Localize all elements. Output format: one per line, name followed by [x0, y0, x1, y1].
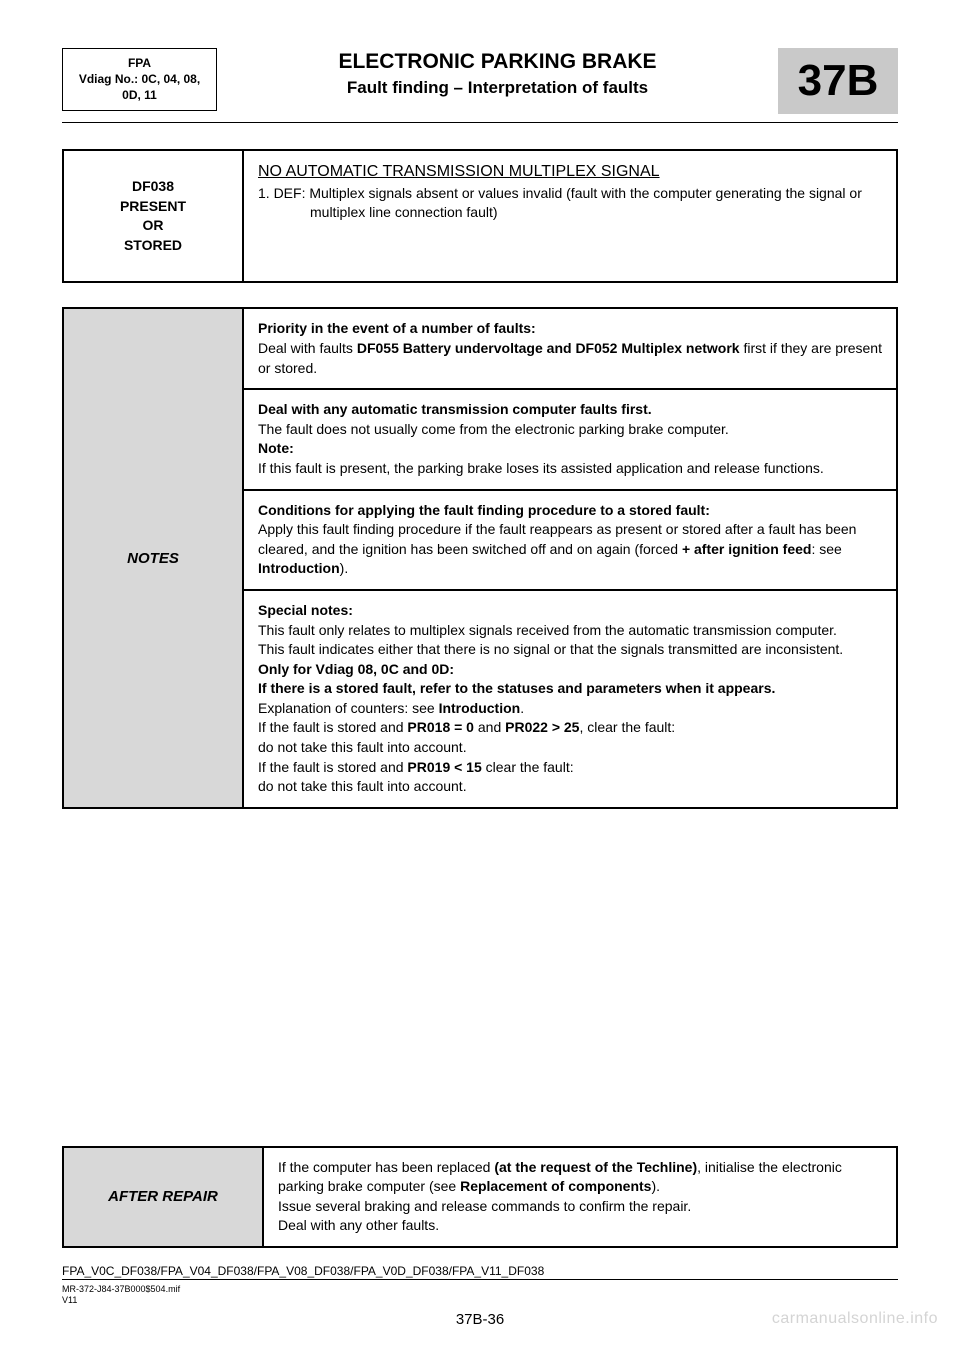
note-text: and	[474, 719, 505, 735]
page-subtitle: Fault finding – Interpretation of faults	[227, 78, 768, 98]
note-bold: Special notes:	[258, 602, 353, 618]
note-text: If the fault is stored and	[258, 719, 407, 735]
note-text: .	[520, 700, 524, 716]
footer-ref-2: V11	[62, 1295, 898, 1306]
footer-ref-1: MR-372-J84-37B000$504.mif	[62, 1284, 898, 1295]
note-text: The fault does not usually come from the…	[258, 421, 729, 437]
watermark: carmanualsonline.info	[772, 1310, 938, 1328]
after-repair-text: If the computer has been replaced (at th…	[263, 1147, 897, 1247]
header-row: FPA Vdiag No.: 0C, 04, 08, 0D, 11 ELECTR…	[62, 48, 898, 114]
header-divider	[62, 122, 898, 123]
after-bold: (at the request of the Techline)	[494, 1159, 697, 1175]
note-text: , clear the fault:	[579, 719, 675, 735]
fault-state-2: OR	[72, 216, 234, 236]
note-bold: Only for Vdiag 08, 0C and 0D:	[258, 661, 454, 677]
note-bold: PR022 > 25	[505, 719, 579, 735]
note-text: This fault indicates either that there i…	[258, 641, 843, 657]
note-bold: Conditions for applying the fault findin…	[258, 502, 710, 518]
note-text: : see	[811, 541, 841, 557]
fault-code-cell: DF038 PRESENT OR STORED	[63, 150, 243, 282]
fault-definition-table: DF038 PRESENT OR STORED NO AUTOMATIC TRA…	[62, 149, 898, 283]
note-text: do not take this fault into account.	[258, 778, 467, 794]
note-text: ).	[340, 560, 349, 576]
note-text: clear the fault:	[482, 759, 574, 775]
fault-title: NO AUTOMATIC TRANSMISSION MULTIPLEX SIGN…	[258, 163, 882, 181]
note-text: If the fault is stored and	[258, 759, 407, 775]
note-bold: Deal with any automatic transmission com…	[258, 401, 652, 417]
notes-table: NOTES Priority in the event of a number …	[62, 307, 898, 808]
meta-line-2: Vdiag No.: 0C, 04, 08,	[71, 71, 208, 87]
notes-row-deal: Deal with any automatic transmission com…	[243, 389, 897, 489]
title-block: ELECTRONIC PARKING BRAKE Fault finding –…	[227, 48, 768, 98]
note-text: If this fault is present, the parking br…	[258, 460, 824, 476]
note-bold: PR018 = 0	[407, 719, 474, 735]
notes-label-cell: NOTES	[63, 308, 243, 807]
note-bold: If there is a stored fault, refer to the…	[258, 680, 775, 696]
notes-row-priority: Priority in the event of a number of fau…	[243, 308, 897, 389]
fault-state-1: PRESENT	[72, 197, 234, 217]
note-bold: PR019 < 15	[407, 759, 481, 775]
page-title: ELECTRONIC PARKING BRAKE	[227, 50, 768, 74]
meta-line-1: FPA	[71, 55, 208, 71]
after-text: Issue several braking and release comman…	[278, 1198, 691, 1214]
after-text: If the computer has been replaced	[278, 1159, 494, 1175]
fault-state-3: STORED	[72, 236, 234, 256]
note-bold: Introduction	[258, 560, 340, 576]
after-text: Deal with any other faults.	[278, 1217, 439, 1233]
page: FPA Vdiag No.: 0C, 04, 08, 0D, 11 ELECTR…	[0, 0, 960, 1358]
fault-definition: 1. DEF: Multiplex signals absent or valu…	[258, 184, 882, 222]
after-text: ).	[651, 1178, 660, 1194]
note-bold: DF055 Battery undervoltage and DF052 Mul…	[357, 340, 740, 356]
fault-code: DF038	[72, 177, 234, 197]
note-text: This fault only relates to multiplex sig…	[258, 622, 837, 638]
note-text: Explanation of counters: see	[258, 700, 439, 716]
footer: FPA_V0C_DF038/FPA_V04_DF038/FPA_V08_DF03…	[62, 1264, 898, 1306]
fault-description-cell: NO AUTOMATIC TRANSMISSION MULTIPLEX SIGN…	[243, 150, 897, 282]
notes-row-special: Special notes: This fault only relates t…	[243, 590, 897, 808]
meta-line-3: 0D, 11	[71, 87, 208, 103]
after-repair-table: AFTER REPAIR If the computer has been re…	[62, 1146, 898, 1248]
note-text: Deal with faults	[258, 340, 357, 356]
section-code-box: 37B	[778, 48, 898, 114]
after-repair-label: AFTER REPAIR	[63, 1147, 263, 1247]
meta-box: FPA Vdiag No.: 0C, 04, 08, 0D, 11	[62, 48, 217, 111]
note-bold: Introduction	[439, 700, 521, 716]
note-text: do not take this fault into account.	[258, 739, 467, 755]
note-bold: + after ignition feed	[682, 541, 812, 557]
after-bold: Replacement of components	[460, 1178, 651, 1194]
note-bold: Priority in the event of a number of fau…	[258, 320, 536, 336]
note-bold: Note:	[258, 440, 294, 456]
notes-row-conditions: Conditions for applying the fault findin…	[243, 490, 897, 590]
footer-code-line: FPA_V0C_DF038/FPA_V04_DF038/FPA_V08_DF03…	[62, 1264, 898, 1280]
